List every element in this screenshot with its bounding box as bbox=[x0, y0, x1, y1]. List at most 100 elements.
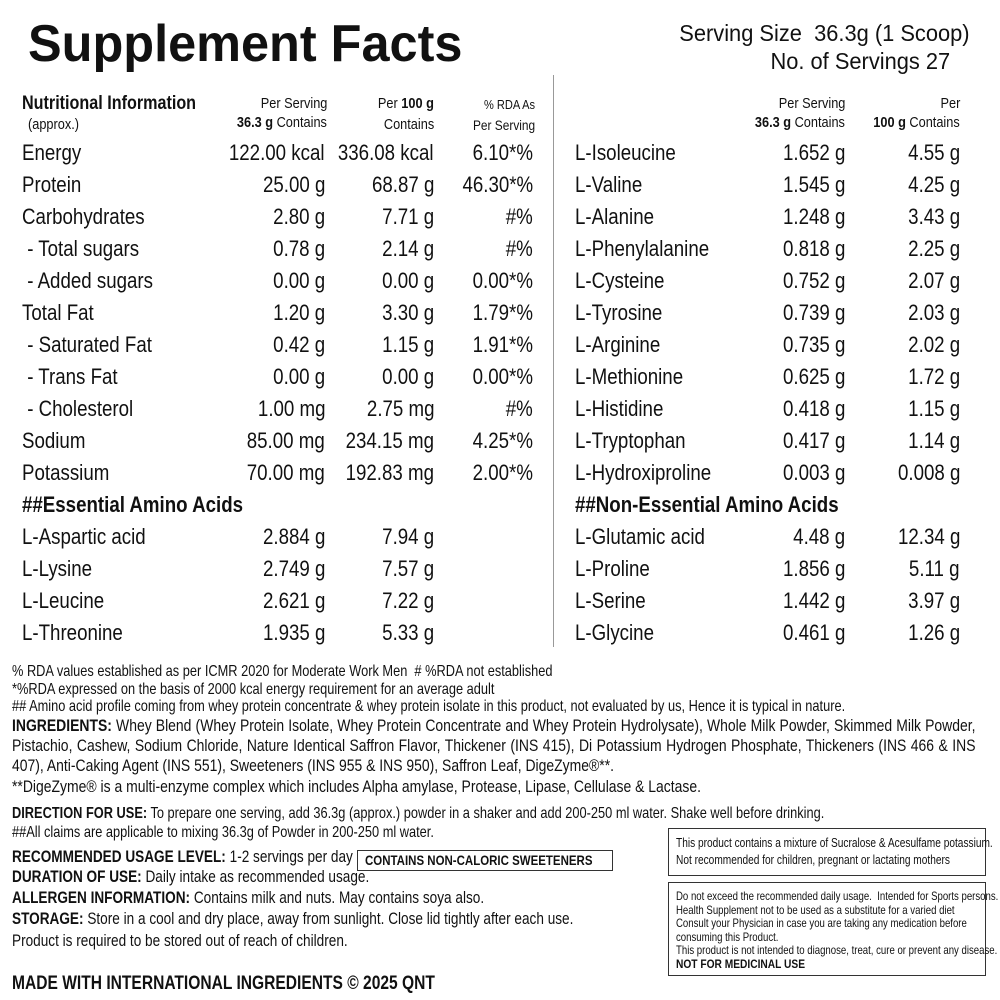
storage: STORAGE: Store in a cool and dry place, … bbox=[12, 910, 573, 927]
row-name: - Trans Fat bbox=[22, 364, 118, 389]
row-value: 1.15 g bbox=[908, 396, 960, 421]
notice-line: Not recommended for children, pregnant o… bbox=[676, 852, 950, 867]
row-value: 2.00*% bbox=[472, 460, 533, 485]
row-value: 122.00 kcal bbox=[229, 140, 325, 165]
row-value: 85.00 mg bbox=[247, 428, 325, 453]
warning-bold: NOT FOR MEDICINAL USE bbox=[676, 956, 806, 971]
row-value: 0.008 g bbox=[897, 460, 960, 485]
row-value: 4.55 g bbox=[908, 140, 960, 165]
row-value: 2.25 g bbox=[908, 236, 960, 261]
row-name: L-Leucine bbox=[22, 588, 105, 613]
servings: No. of Servings 27 bbox=[770, 48, 950, 74]
row-value: 0.00*% bbox=[472, 268, 533, 293]
row-value: 0.752 g bbox=[782, 268, 845, 293]
row-value: 0.003 g bbox=[782, 460, 845, 485]
bold-text: 36.3 g bbox=[236, 114, 274, 131]
header-per-100g: Per 100 g bbox=[378, 96, 434, 111]
text: To prepare one serving, add 36.3g (appro… bbox=[150, 805, 825, 822]
duration: DURATION OF USE: Daily intake as recomme… bbox=[12, 868, 369, 885]
row-value: 3.43 g bbox=[908, 204, 960, 229]
warning-line: This product is not intended to diagnose… bbox=[676, 943, 998, 957]
warning-line: consuming this Product. bbox=[676, 929, 779, 944]
row-name: L-Proline bbox=[575, 556, 650, 581]
row-name: L-Aspartic acid bbox=[22, 524, 146, 549]
row-value: 1.545 g bbox=[782, 172, 845, 197]
row-value: 0.00 g bbox=[382, 268, 434, 293]
warning-line: Health Supplement not to be used as a su… bbox=[676, 902, 955, 917]
row-value: 25.00 g bbox=[262, 172, 325, 197]
reach: Product is required to be stored out of … bbox=[12, 931, 348, 950]
digezyme: **DigeZyme® is a multi-enzyme complex wh… bbox=[12, 777, 702, 796]
bold-text: STORAGE: bbox=[12, 909, 84, 928]
row-value: 3.97 g bbox=[908, 588, 960, 613]
row-value: 0.00 g bbox=[273, 364, 325, 389]
row-name: Sodium bbox=[22, 428, 86, 453]
row-value: 4.25 g bbox=[908, 172, 960, 197]
row-value: 1.91*% bbox=[472, 332, 533, 357]
row-value: 7.94 g bbox=[382, 524, 434, 549]
row-name: L-Isoleucine bbox=[575, 140, 676, 165]
row-value: 1.72 g bbox=[908, 364, 960, 389]
row-value: 1.20 g bbox=[273, 300, 325, 325]
note: *%RDA expressed on the basis of 2000 kca… bbox=[12, 680, 495, 698]
row-value: 2.884 g bbox=[262, 524, 325, 549]
allergen: ALLERGEN INFORMATION: Contains milk and … bbox=[12, 889, 484, 906]
row-name: Carbohydrates bbox=[22, 204, 145, 229]
badge: CONTAINS NON-CALORIC SWEETENERS bbox=[365, 852, 593, 868]
row-value: 1.14 g bbox=[908, 428, 960, 453]
row-value: 2.03 g bbox=[908, 300, 960, 325]
row-value: 192.83 mg bbox=[345, 460, 434, 485]
row-value: 70.00 mg bbox=[247, 460, 325, 485]
notice-box bbox=[668, 828, 986, 876]
row-value: 2.14 g bbox=[382, 236, 434, 261]
serving-size: Serving Size 36.3g (1 Scoop) bbox=[679, 20, 970, 46]
header-name: Nutritional Information bbox=[22, 93, 197, 114]
row-value: 46.30*% bbox=[462, 172, 533, 197]
bold-text: INGREDIENTS: bbox=[12, 716, 112, 735]
row-name: Energy bbox=[22, 140, 82, 165]
row-name: Protein bbox=[22, 172, 82, 197]
row-name: L-Tyrosine bbox=[575, 300, 663, 325]
row-value: 1.79*% bbox=[472, 300, 533, 325]
row-value: 0.42 g bbox=[273, 332, 325, 357]
bold-text: 100 g bbox=[873, 114, 907, 131]
bold-text: 100 g bbox=[401, 95, 434, 112]
header-per-100g: Per bbox=[940, 95, 960, 112]
row-name: L-Glycine bbox=[575, 620, 654, 645]
row-name: L-Tryptophan bbox=[575, 428, 686, 453]
notice-line: This product contains a mixture of Sucra… bbox=[676, 835, 993, 850]
row-name: Potassium bbox=[22, 460, 110, 485]
header-per-serving: 36.3 g Contains bbox=[237, 115, 327, 130]
header-approx: (approx.) bbox=[28, 116, 80, 133]
section-heading: ##Non-Essential Amino Acids bbox=[575, 492, 839, 517]
row-value: 1.248 g bbox=[782, 204, 845, 229]
header-per-100g: Contains bbox=[383, 116, 434, 133]
row-name: L-Cysteine bbox=[575, 268, 665, 293]
row-value: 0.625 g bbox=[782, 364, 845, 389]
text: 1-2 servings per day bbox=[229, 847, 353, 866]
bold-text: DURATION OF USE: bbox=[12, 867, 142, 886]
row-value: 0.461 g bbox=[782, 620, 845, 645]
row-name: L-Histidine bbox=[575, 396, 664, 421]
row-name: Total Fat bbox=[22, 300, 94, 325]
row-name: - Saturated Fat bbox=[22, 332, 152, 357]
row-value: 2.80 g bbox=[273, 204, 325, 229]
row-value: 12.34 g bbox=[897, 524, 960, 549]
row-value: #% bbox=[505, 236, 533, 261]
bold-text: 36.3 g bbox=[754, 114, 792, 131]
row-value: 68.87 g bbox=[371, 172, 434, 197]
row-value: 5.11 g bbox=[909, 556, 960, 581]
text: Whey Blend (Whey Protein Isolate, Whey P… bbox=[12, 716, 976, 775]
row-value: 0.00*% bbox=[472, 364, 533, 389]
header-rda: Per Serving bbox=[472, 117, 535, 133]
row-value: 0.00 g bbox=[273, 268, 325, 293]
row-name: - Added sugars bbox=[22, 268, 153, 293]
row-value: 1.652 g bbox=[782, 140, 845, 165]
header-rda: % RDA As bbox=[484, 97, 535, 112]
row-name: - Total sugars bbox=[22, 236, 140, 261]
row-value: 7.71 g bbox=[382, 204, 434, 229]
row-name: L-Serine bbox=[575, 588, 646, 613]
row-value: 6.10*% bbox=[472, 140, 533, 165]
row-value: 2.75 mg bbox=[366, 396, 434, 421]
